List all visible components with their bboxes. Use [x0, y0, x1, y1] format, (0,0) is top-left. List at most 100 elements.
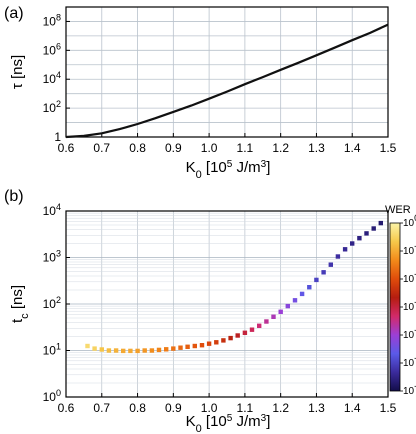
grid-b [65, 211, 389, 398]
data-point [135, 348, 140, 354]
chart-panel-a: 0.6 0.7 0.8 0.9 1.0 1.1 1.2 1.3 1.4 1.5 1 102 104 10… [9, 6, 397, 182]
data-point [335, 254, 341, 259]
colorbar-tick-label: 10-1 [403, 241, 416, 257]
data-point [142, 348, 147, 353]
x-tick-label: 0.7 [93, 141, 110, 155]
x-tick-label: 1.1 [237, 141, 254, 155]
x-tick-label: 1.4 [344, 401, 361, 415]
colorbar: WER 100 10-1 10-2 10-3 10-4 10-5 10-6 [385, 204, 416, 397]
data-point [192, 343, 197, 349]
data-point [364, 231, 369, 236]
data-point [178, 345, 183, 350]
y-tick-label: 104 [43, 202, 61, 218]
data-point [242, 330, 248, 335]
data-point [156, 347, 162, 353]
colorbar-tick-label: 100 [403, 213, 416, 229]
colorbar-title: WER [385, 204, 411, 216]
x-ticks-a: 0.6 0.7 0.8 0.9 1.0 1.1 1.2 1.3 1.4 1.5 [58, 133, 397, 155]
y-tick-label: 108 [43, 12, 61, 28]
colorbar-tick-label: 10-2 [403, 269, 416, 285]
x-tick-label: 0.8 [129, 401, 146, 415]
x-tick-label: 1.2 [272, 401, 289, 415]
data-point [357, 236, 362, 241]
data-point [149, 348, 155, 353]
data-point [257, 323, 262, 328]
data-point [128, 348, 133, 354]
data-point [85, 343, 90, 349]
x-tick-label: 0.7 [93, 401, 110, 415]
data-point [271, 314, 276, 319]
data-point [199, 343, 205, 348]
colorbar-tick-label: 10-5 [403, 353, 416, 369]
colorbar-tick-label: 10-6 [403, 381, 416, 397]
data-point [92, 346, 97, 351]
data-point [292, 298, 298, 303]
y-tick-label: 101 [43, 342, 61, 358]
x-tick-label: 1.3 [308, 141, 325, 155]
data-point [221, 338, 226, 343]
x-tick-label: 1.0 [201, 401, 218, 415]
tau-curve [65, 23, 389, 139]
data-point [321, 270, 326, 275]
data-point [206, 341, 212, 346]
y-tick-label: 103 [43, 249, 61, 265]
colorbar-tick-label: 10-4 [403, 325, 416, 341]
panel-label-a: (a) [4, 5, 24, 22]
data-point [299, 291, 305, 297]
x-tick-label: 1.1 [237, 401, 254, 415]
x-tick-label: 1.5 [380, 401, 397, 415]
y-ticks-b: 100 101 102 103 104 [43, 202, 70, 404]
x-tick-label: 0.8 [129, 141, 146, 155]
data-point [264, 319, 269, 324]
x-tick-label: 0.6 [58, 141, 75, 155]
x-tick-label: 1.2 [272, 141, 289, 155]
data-point [371, 226, 376, 231]
colorbar-gradient [389, 222, 401, 392]
y-tick-label: 100 [43, 388, 61, 404]
data-point [249, 327, 255, 332]
y-tick-label: 106 [43, 41, 61, 57]
data-point [285, 303, 290, 309]
data-point [235, 333, 240, 338]
y-axis-title-a: τ [ns] [9, 55, 26, 89]
data-point [278, 309, 283, 314]
plot-frame-a [65, 6, 389, 138]
data-point [185, 344, 190, 349]
y-tick-label: 104 [43, 70, 61, 86]
data-point [307, 285, 312, 290]
colorbar-tick-label: 10-3 [403, 297, 416, 313]
x-tick-label: 0.9 [165, 401, 182, 415]
data-point [99, 347, 104, 352]
x-tick-label: 1.5 [380, 141, 397, 155]
y-ticks-a: 1 102 104 106 108 [43, 12, 70, 144]
data-point [106, 348, 112, 353]
data-point [378, 220, 383, 226]
x-axis-title-b: K0 [105 J/m3] [186, 413, 271, 434]
data-point [214, 340, 219, 345]
x-tick-label: 1.0 [201, 141, 218, 155]
data-point [342, 247, 348, 252]
panel-label-b: (b) [4, 188, 24, 205]
colorbar-ticks: 100 10-1 10-2 10-3 10-4 10-5 10-6 [400, 213, 416, 397]
data-point [113, 348, 119, 353]
chart-panel-b: 0.6 0.7 0.8 0.9 1.0 1.1 1.2 1.3 1.4 1.5 100 101 102… [9, 202, 397, 434]
data-point [121, 348, 126, 354]
x-tick-label: 0.6 [58, 401, 75, 415]
y-tick-label: 102 [43, 295, 61, 311]
y-tick-label: 1 [54, 130, 61, 144]
x-axis-title-a: K0 [105 J/m3] [186, 159, 271, 182]
x-ticks-b: 0.6 0.7 0.8 0.9 1.0 1.1 1.2 1.3 1.4 1.5 [58, 393, 397, 415]
x-tick-label: 0.9 [165, 141, 182, 155]
y-axis-title-b: tc [ns] [9, 285, 31, 323]
data-point [350, 241, 355, 246]
data-point [171, 346, 176, 351]
tc-points [85, 220, 383, 354]
data-point [314, 277, 319, 283]
data-point [164, 347, 169, 352]
x-tick-label: 1.4 [344, 141, 361, 155]
data-point [228, 335, 233, 341]
y-tick-label: 102 [43, 99, 61, 115]
x-tick-label: 1.3 [308, 401, 325, 415]
grid-a [65, 6, 389, 138]
